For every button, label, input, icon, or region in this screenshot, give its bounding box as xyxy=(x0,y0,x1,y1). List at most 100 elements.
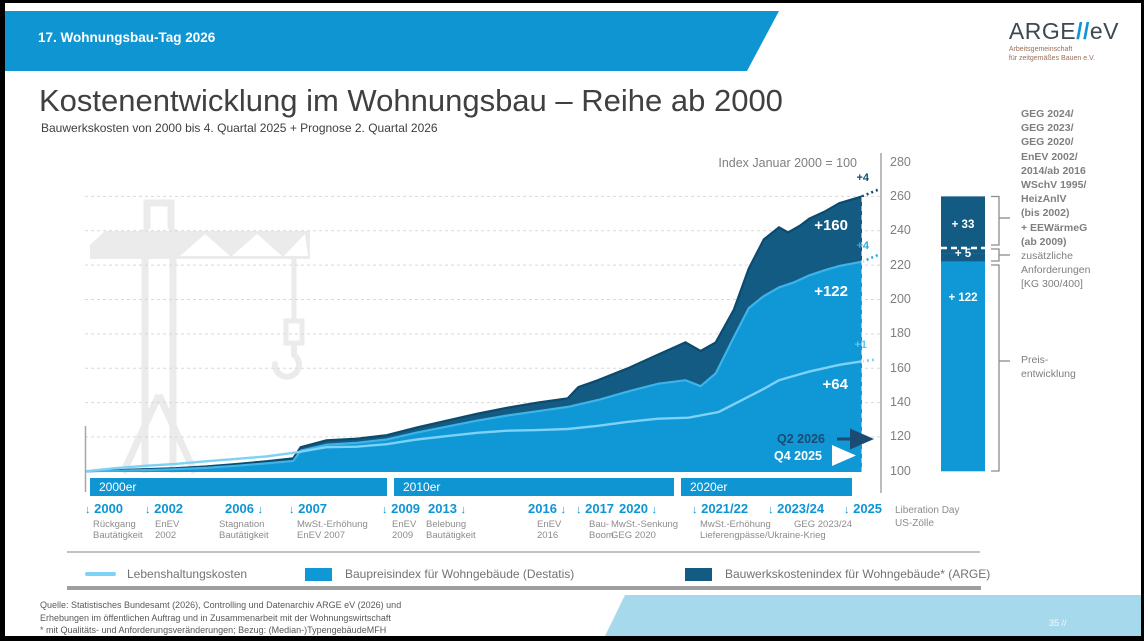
y-axis-tick-label: 240 xyxy=(890,223,911,238)
legend-bottom-rule xyxy=(67,586,981,590)
down-arrow-icon: ↓ xyxy=(576,504,582,516)
timeline-year-2023-24: ↓ 2023/24 xyxy=(768,501,825,516)
legend-square-swatch xyxy=(305,568,332,581)
bracket-zusatz xyxy=(991,248,1010,262)
timeline-event-label: Stagnation Bautätigkeit xyxy=(219,519,269,541)
price-development-label: Preis- entwicklung xyxy=(1021,354,1076,381)
legend-square-swatch xyxy=(685,568,712,581)
timeline-year-2017: ↓ 2017 xyxy=(576,501,615,516)
series-gain-label: +160 xyxy=(814,217,848,234)
timeline-year-2000: ↓ 2000 xyxy=(85,501,124,516)
decade-band-2000er: 2000er xyxy=(90,478,387,496)
line-lebenshaltungskosten xyxy=(84,360,863,473)
timeline-event-label: MwSt.-Senkung GEG 2020 xyxy=(611,519,679,541)
y-axis-tick-label: 200 xyxy=(890,291,911,306)
timeline-event-label: Belebung Bautätigkeit xyxy=(426,519,476,541)
series-gain-label: +64 xyxy=(822,376,848,393)
timeline-year-2020: 2020 ↓ xyxy=(619,501,658,516)
y-axis-tick-label: 220 xyxy=(890,257,911,272)
y-axis-tick-label: 100 xyxy=(890,463,911,478)
timeline-event-label: MwSt.-Erhöhung Lieferengpässe/Ukraine-Kr… xyxy=(700,519,826,541)
bar-segment-label: + 122 xyxy=(948,292,978,304)
bar-segment xyxy=(941,196,985,254)
bar-segment-label: + 5 xyxy=(954,248,972,260)
legend-line-swatch xyxy=(85,572,116,576)
timeline-year-2016: 2016 ↓ xyxy=(528,501,567,516)
banner-shape xyxy=(5,11,779,71)
decade-band-2020er: 2020er xyxy=(681,478,852,496)
y-axis-tick-label: 140 xyxy=(890,395,911,410)
chart-canvas xyxy=(5,11,1141,636)
logo-slashes: // xyxy=(1076,18,1090,44)
q4-2025-label: Q4 2025 xyxy=(774,449,822,463)
zusatz-requirements-label: zusätzliche Anforderungen [KG 300/400] xyxy=(1021,250,1091,291)
timeline-event-label: GEG 2023/24 xyxy=(794,519,853,530)
q2-2026-label: Q2 2026 xyxy=(777,432,825,446)
liberation-day-note: Liberation Day US-Zölle xyxy=(895,505,960,529)
y-axis-tick-label: 160 xyxy=(890,360,911,375)
down-arrow-icon: ↓ xyxy=(768,504,774,516)
bracket-preis xyxy=(991,264,1010,472)
timeline-year-2013: 2013 ↓ xyxy=(428,501,467,516)
timeline-year-2007: ↓ 2007 xyxy=(289,501,328,516)
timeline-event-label: Rückgang Bautätigkeit xyxy=(93,519,143,541)
prognosis-gain-label: +4 xyxy=(856,240,869,252)
decade-band-label: 2000er xyxy=(99,480,137,494)
timeline-year-2009: ↓ 2009 xyxy=(382,501,421,516)
series-gain-label: +122 xyxy=(814,283,848,300)
y-axis-tick-label: 260 xyxy=(890,188,911,203)
down-arrow-icon: ↓ xyxy=(289,504,295,516)
area-edge xyxy=(84,260,863,473)
index-base-note: Index Januar 2000 = 100 xyxy=(718,156,857,170)
arge-logo: ARGE//eV Arbeitsgemeinschaft für zeitgem… xyxy=(1009,18,1119,63)
bar-segment xyxy=(941,261,985,472)
y-axis-tick-label: 120 xyxy=(890,429,911,444)
timeline-year-2025: ↓ 2025 xyxy=(844,501,883,516)
arge-logo-subtitle: Arbeitsgemeinschaft für zeitgemäßes Baue… xyxy=(1008,46,1096,62)
down-arrow-icon: ↓ xyxy=(460,504,467,516)
legend-item-label: Baupreisindex für Wohngebäude (Destatis) xyxy=(345,567,575,581)
down-arrow-icon: ↓ xyxy=(844,504,850,516)
timeline-event-label: EnEV 2016 xyxy=(537,519,562,541)
bracket-geg xyxy=(991,195,1010,246)
prognosis-dotted-line xyxy=(861,253,880,263)
banner-title: 17. Wohnungsbau-Tag 2026 xyxy=(38,30,216,45)
bar-segment xyxy=(941,253,985,262)
down-arrow-icon: ↓ xyxy=(692,504,698,516)
decade-band-label: 2020er xyxy=(690,480,728,494)
crane-watermark-icon xyxy=(90,199,310,475)
page-title: Kostenentwicklung im Wohnungsbau – Reihe… xyxy=(39,83,783,118)
timeline-event-label: Bau- Boom xyxy=(589,519,614,541)
area-edge xyxy=(84,195,863,473)
down-arrow-icon: ↓ xyxy=(145,504,151,516)
down-arrow-icon: ↓ xyxy=(85,504,91,516)
timeline-divider-rule xyxy=(67,551,980,553)
page-number: 35 // xyxy=(1049,618,1067,628)
decade-band-label: 2010er xyxy=(403,480,441,494)
decade-band-2010er: 2010er xyxy=(394,478,674,496)
prognosis-gain-label: +1 xyxy=(854,339,867,351)
arge-logo-wordmark: ARGE//eV xyxy=(1008,18,1119,44)
timeline-event-label: MwSt.-Erhöhung EnEV 2007 xyxy=(297,519,368,541)
y-axis-tick-label: 180 xyxy=(890,326,911,341)
timeline-year-2002: ↓ 2002 xyxy=(145,501,184,516)
footer-shape xyxy=(605,595,1141,636)
legend-item-label: Lebenshaltungskosten xyxy=(127,567,248,581)
prognosis-dotted-line xyxy=(861,188,880,198)
timeline-event-label: EnEV 2002 xyxy=(155,519,180,541)
page-subtitle: Bauwerkskosten von 2000 bis 4. Quartal 2… xyxy=(41,121,438,135)
prognosis-gain-label: +4 xyxy=(856,172,869,184)
geg-requirements-label: GEG 2024/ GEG 2023/ GEG 2020/ EnEV 2002/… xyxy=(1021,108,1088,248)
bar-segment-label: + 33 xyxy=(951,219,975,231)
legend-item-label: Bauwerkskostenindex für Wohngebäude* (AR… xyxy=(725,567,991,581)
down-arrow-icon: ↓ xyxy=(257,504,264,516)
source-note: Quelle: Statistisches Bundesamt (2026), … xyxy=(40,600,402,635)
timeline-event-label: EnEV 2009 xyxy=(392,519,417,541)
down-arrow-icon: ↓ xyxy=(560,504,567,516)
down-arrow-icon: ↓ xyxy=(382,504,388,516)
down-arrow-icon: ↓ xyxy=(651,504,658,516)
timeline-year-2021-22: ↓ 2021/22 xyxy=(692,501,749,516)
timeline-year-2006: 2006 ↓ xyxy=(225,501,264,516)
y-axis-tick-label: 280 xyxy=(890,154,911,169)
